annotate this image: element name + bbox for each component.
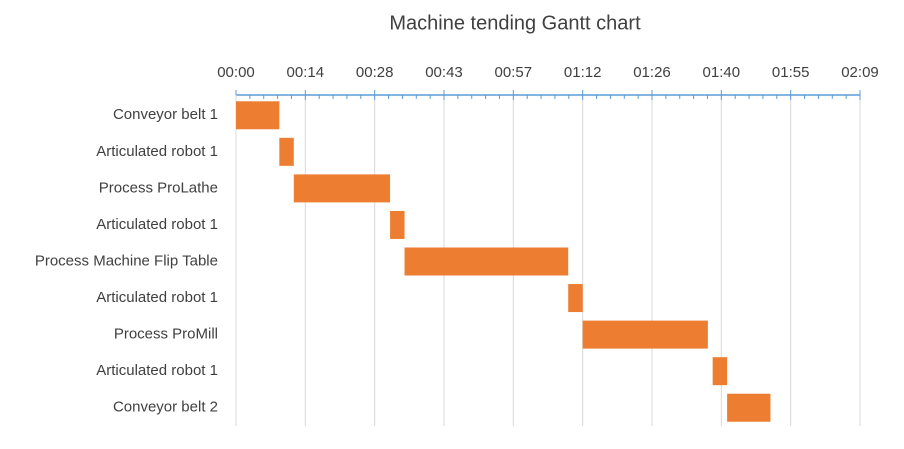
x-tick-label: 00:28 — [356, 64, 394, 81]
x-tick-label: 01:12 — [564, 64, 602, 81]
bar — [293, 174, 391, 203]
y-tick-label: Process ProMill — [114, 326, 218, 343]
y-tick-label: Articulated robot 1 — [96, 143, 218, 160]
x-tick-label: 00:14 — [287, 64, 325, 81]
bar — [712, 357, 728, 386]
x-tick-label: 00:00 — [217, 64, 255, 81]
y-tick-label: Process ProLathe — [99, 179, 218, 196]
y-tick-label: Process Machine Flip Table — [35, 252, 218, 269]
x-tick-label: 00:57 — [495, 64, 533, 81]
bar — [390, 210, 405, 239]
y-tick-label: Articulated robot 1 — [96, 216, 218, 233]
x-tick-label: 01:55 — [772, 64, 810, 81]
bar — [404, 247, 569, 276]
chart-title: Machine tending Gantt chart — [389, 12, 641, 34]
y-tick-label: Articulated robot 1 — [96, 289, 218, 306]
y-tick-label: Conveyor belt 1 — [113, 106, 218, 123]
bar — [568, 284, 583, 313]
x-tick-label: 02:09 — [841, 64, 879, 81]
bar — [727, 393, 771, 422]
y-tick-label: Conveyor belt 2 — [113, 399, 218, 416]
x-tick-label: 01:40 — [703, 64, 741, 81]
bar — [279, 137, 294, 166]
x-tick-label: 01:26 — [633, 64, 671, 81]
y-tick-label: Articulated robot 1 — [96, 362, 218, 379]
x-tick-label: 00:43 — [425, 64, 463, 81]
bar — [236, 101, 280, 130]
bar — [582, 320, 708, 349]
